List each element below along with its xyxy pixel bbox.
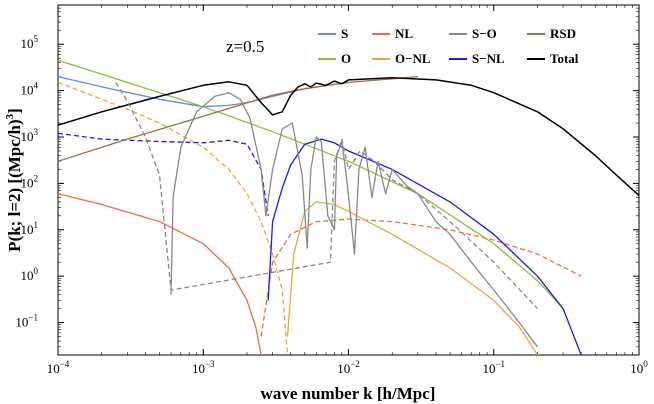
y-tick-label: 103 (21, 127, 39, 144)
y-tick-label: 104 (21, 81, 39, 98)
x-tick-label: 100 (630, 359, 648, 376)
series-layer (58, 59, 639, 355)
legend-label: S−NL (472, 51, 505, 66)
x-tick-label: 10−4 (47, 359, 70, 376)
y-tick-label: 10−1 (15, 313, 38, 330)
legend-label: O (341, 51, 351, 66)
y-tick-label: 102 (21, 173, 39, 190)
redshift-annotation: z=0.5 (226, 37, 264, 56)
x-tick-label: 10−1 (482, 359, 505, 376)
y-axis-ticks: 10−1 100 101 102 103 104 105 (15, 34, 639, 330)
legend-label: RSD (550, 26, 576, 41)
minor-ticks (58, 4, 639, 356)
y-tick-label: 105 (21, 34, 39, 51)
legend: S NL S−O RSD O O−NL S−NL Total (318, 26, 579, 66)
y-axis-title: P(k; l=2) [(Mpc/h)3] (4, 108, 24, 252)
legend-label: Total (550, 51, 579, 66)
legend-label: NL (395, 26, 413, 41)
y-tick-label: 100 (21, 266, 39, 283)
legend-label: S−O (472, 26, 497, 41)
x-axis-title: wave number k [h/Mpc] (261, 384, 436, 403)
x-tick-label: 10−3 (192, 359, 215, 376)
series-line-2 (260, 218, 582, 337)
series-line-8 (58, 75, 418, 162)
series-line-5 (286, 201, 539, 355)
series-line-4 (58, 81, 289, 355)
series-line-1 (58, 193, 262, 355)
y-tick-label: 101 (21, 220, 39, 237)
x-axis-ticks: 10−4 10−3 10−2 10−1 100 (47, 5, 648, 376)
series-line-11 (115, 82, 538, 310)
legend-label: S (341, 26, 348, 41)
legend-label: O−NL (395, 51, 431, 66)
series-line-7 (267, 138, 582, 355)
series-line-3 (58, 59, 564, 310)
series-line-9 (58, 76, 639, 196)
x-tick-label: 10−2 (337, 359, 360, 376)
